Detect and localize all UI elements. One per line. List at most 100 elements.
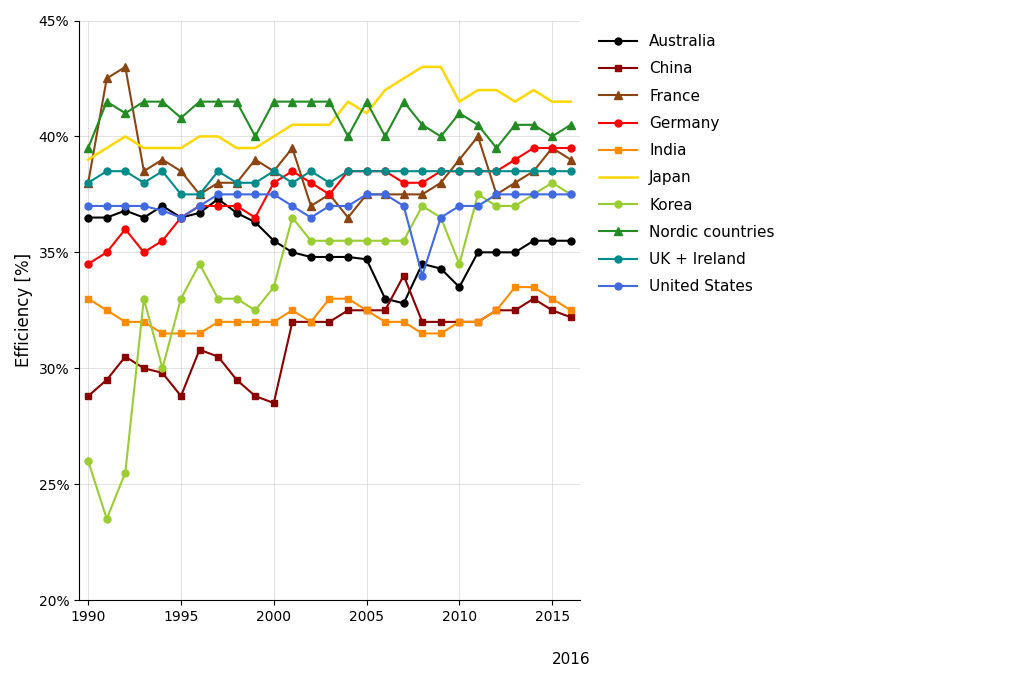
France <box>434 179 446 187</box>
Korea <box>175 294 187 303</box>
United States <box>527 190 540 198</box>
France <box>194 190 206 198</box>
Japan <box>527 86 540 94</box>
Nordic countries <box>286 97 298 106</box>
UK + Ireland <box>509 167 521 175</box>
Korea <box>379 237 391 245</box>
Korea <box>509 202 521 210</box>
Line: Korea: Korea <box>85 179 574 523</box>
United States <box>249 190 261 198</box>
Korea <box>305 237 317 245</box>
Australia <box>119 206 131 215</box>
Japan <box>379 86 391 94</box>
China <box>454 318 466 326</box>
Nordic countries <box>454 109 466 117</box>
France <box>472 133 484 141</box>
France <box>509 179 521 187</box>
Australia <box>360 255 373 263</box>
China <box>286 318 298 326</box>
Nordic countries <box>175 114 187 122</box>
Germany <box>546 144 558 152</box>
India <box>324 294 336 303</box>
Germany <box>564 144 577 152</box>
France <box>119 63 131 71</box>
Japan <box>137 144 150 152</box>
Korea <box>416 202 428 210</box>
Japan <box>490 86 503 94</box>
Germany <box>157 237 169 245</box>
Japan <box>212 133 224 141</box>
UK + Ireland <box>434 167 446 175</box>
Nordic countries <box>82 144 94 152</box>
China <box>472 318 484 326</box>
Korea <box>194 260 206 268</box>
Nordic countries <box>230 97 243 106</box>
Japan <box>397 74 410 83</box>
Legend: Australia, China, France, Germany, India, Japan, Korea, Nordic countries, UK + I: Australia, China, France, Germany, India… <box>593 28 780 301</box>
UK + Ireland <box>230 179 243 187</box>
China <box>82 392 94 400</box>
United States <box>416 271 428 280</box>
Australia <box>434 265 446 273</box>
Australia <box>509 248 521 257</box>
Germany <box>82 260 94 268</box>
Germany <box>324 190 336 198</box>
France <box>82 179 94 187</box>
France <box>137 167 150 175</box>
India <box>230 318 243 326</box>
China <box>564 313 577 322</box>
Australia <box>564 237 577 245</box>
China <box>100 376 113 384</box>
Australia <box>249 218 261 226</box>
Germany <box>509 156 521 164</box>
China <box>175 392 187 400</box>
India <box>249 318 261 326</box>
Germany <box>454 167 466 175</box>
France <box>546 144 558 152</box>
UK + Ireland <box>194 190 206 198</box>
Korea <box>342 237 354 245</box>
United States <box>305 213 317 221</box>
UK + Ireland <box>249 179 261 187</box>
India <box>454 318 466 326</box>
Australia <box>82 213 94 221</box>
India <box>564 306 577 314</box>
Germany <box>194 202 206 210</box>
India <box>397 318 410 326</box>
Japan <box>230 144 243 152</box>
Germany <box>342 167 354 175</box>
Nordic countries <box>397 97 410 106</box>
Nordic countries <box>472 121 484 129</box>
Korea <box>157 364 169 372</box>
Australia <box>397 299 410 307</box>
France <box>305 202 317 210</box>
UK + Ireland <box>324 179 336 187</box>
United States <box>212 190 224 198</box>
Japan <box>82 156 94 164</box>
China <box>305 318 317 326</box>
Australia <box>137 213 150 221</box>
China <box>379 306 391 314</box>
China <box>546 306 558 314</box>
India <box>267 318 280 326</box>
China <box>194 346 206 354</box>
Nordic countries <box>379 133 391 141</box>
UK + Ireland <box>175 190 187 198</box>
Japan <box>324 121 336 129</box>
UK + Ireland <box>212 167 224 175</box>
UK + Ireland <box>564 167 577 175</box>
France <box>286 144 298 152</box>
Line: China: China <box>85 272 574 406</box>
Korea <box>546 179 558 187</box>
France <box>175 167 187 175</box>
Germany <box>379 167 391 175</box>
Nordic countries <box>416 121 428 129</box>
France <box>212 179 224 187</box>
India <box>379 318 391 326</box>
Nordic countries <box>249 133 261 141</box>
India <box>82 294 94 303</box>
UK + Ireland <box>100 167 113 175</box>
Australia <box>379 294 391 303</box>
France <box>490 190 503 198</box>
Korea <box>360 237 373 245</box>
